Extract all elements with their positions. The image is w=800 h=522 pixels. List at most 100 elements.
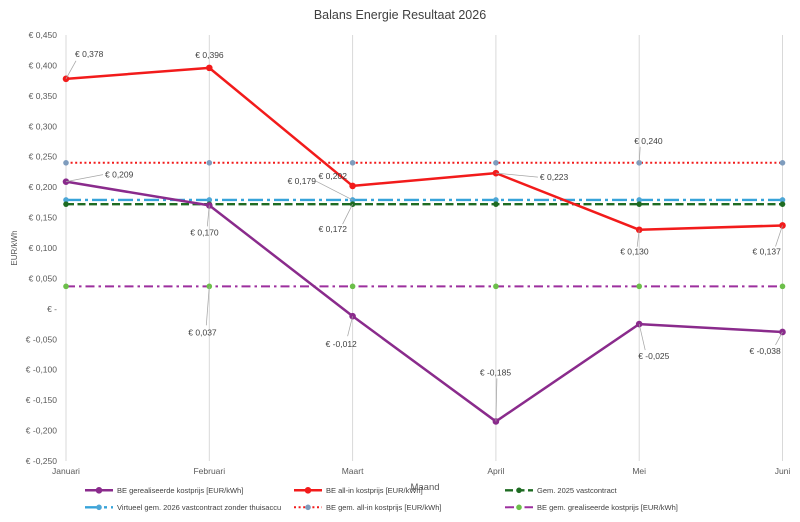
legend-label: Virtueel gem. 2026 vastcontract zonder t… <box>117 503 281 512</box>
data-label-leader-line <box>495 378 498 422</box>
series-1-line <box>65 66 783 231</box>
x-axis-title: Maand <box>410 482 439 493</box>
y-tick-label: € -0,050 <box>26 334 57 344</box>
series-3 <box>63 197 786 203</box>
series-3-point-1 <box>206 197 213 203</box>
legend-swatch-marker <box>516 487 522 494</box>
series-1-point-2 <box>349 182 356 190</box>
series-2-point-4 <box>636 201 642 207</box>
series-3-point-2 <box>349 197 356 203</box>
legend: BE gerealiseerde kostprijs [EUR/kWh] BE a… <box>85 486 678 512</box>
data-label-series-1-point-2: € 0,202 <box>319 171 348 181</box>
y-tick-label: € 0,100 <box>29 243 58 253</box>
legend-label: BE all-in kostprijs [EUR/kWh] <box>326 486 423 495</box>
y-axis-title: EUR/kWh <box>10 230 19 265</box>
data-label-series-1-point-5: € 0,137 <box>753 246 782 256</box>
data-label-series-1-point-1: € 0,396 <box>195 50 224 60</box>
chart-title: Balans Energie Resultaat 2026 <box>314 8 486 22</box>
y-axis-tick-labels: € 0,450 € 0,400 € 0,350 € 0,300 € 0,250 € 0,2… <box>26 30 57 466</box>
series-3-point-0 <box>63 197 69 203</box>
legend-swatch-marker <box>95 487 103 494</box>
series-4-point-3 <box>493 160 499 166</box>
data-label-series-0-point-2: € -0,012 <box>326 339 357 349</box>
y-tick-label: € - <box>47 304 57 314</box>
y-tick-label: € 0,150 <box>29 213 58 223</box>
x-tick-label: Mei <box>632 466 646 476</box>
series-4 <box>63 160 786 166</box>
y-tick-label: € 0,450 <box>29 30 58 40</box>
series-5-point-2 <box>349 283 356 290</box>
series-4-point-0 <box>63 160 69 166</box>
data-label-series-0-point-3: € -0,185 <box>480 367 511 377</box>
series-5 <box>63 283 786 290</box>
data-label-leader-line <box>636 229 640 247</box>
x-axis-tick-labels: Januari Februari Maart April Mei Juni <box>52 466 790 476</box>
y-tick-label: € 0,050 <box>29 273 58 283</box>
data-label-series-0-point-1: € 0,170 <box>190 227 219 237</box>
series-4-point-5 <box>779 160 786 166</box>
data-label-leader-line <box>775 225 783 247</box>
data-label-leader-line <box>205 286 210 326</box>
data-label-series-0-point-4: € -0,025 <box>638 351 669 361</box>
series-0-line <box>65 180 783 423</box>
legend-label: BE gem. grealiseerde kostprijs [EUR/kWh] <box>537 503 678 512</box>
legend-item-1: BE all-in kostprijs [EUR/kWh] <box>294 486 423 495</box>
series-layer <box>62 64 786 425</box>
data-label-leader-line <box>347 316 353 337</box>
series-3-point-4 <box>636 197 642 203</box>
data-label-leader-line <box>495 172 538 178</box>
data-label-series-1-point-3: € 0,223 <box>540 172 569 182</box>
legend-item-0: BE gerealiseerde kostprijs [EUR/kWh] <box>85 486 243 495</box>
legend-item-2: Gem. 2025 vastcontract <box>505 486 618 495</box>
data-label-leader-line <box>206 205 210 227</box>
series-5-point-3 <box>493 283 499 290</box>
series-2 <box>63 201 786 207</box>
x-tick-label: Juni <box>775 466 791 476</box>
y-tick-label: € 0,200 <box>29 182 58 192</box>
series-4-point-1 <box>206 160 213 166</box>
legend-swatch-marker <box>516 504 522 511</box>
data-label-series-1-point-0: € 0,378 <box>75 49 104 59</box>
x-tick-label: April <box>487 466 504 476</box>
data-label-series-0-point-5: € -0,038 <box>750 346 781 356</box>
y-tick-label: € -0,250 <box>26 456 57 466</box>
series-0 <box>62 178 786 425</box>
legend-swatch-marker <box>305 504 311 511</box>
y-tick-label: € 0,250 <box>29 152 58 162</box>
data-labels: € 0,209 € 0,170 € -0,012 € -0,185 € -0,025 € … <box>65 49 783 422</box>
series-2-point-3 <box>493 201 499 207</box>
y-tick-label: € -0,100 <box>26 365 57 375</box>
series-3-point-3 <box>493 197 499 203</box>
x-tick-label: Maart <box>342 466 364 476</box>
data-label-series-2-point-2: € 0,172 <box>319 224 348 234</box>
series-1-point-1 <box>206 64 213 72</box>
x-tick-label: Februari <box>193 466 225 476</box>
data-label-leader-line <box>638 323 646 351</box>
series-5-point-4 <box>636 283 642 290</box>
series-2-point-2 <box>349 201 356 207</box>
y-tick-label: € 0,300 <box>29 121 58 131</box>
data-label-series-4-point-4: € 0,240 <box>634 136 663 146</box>
data-label-leader-line <box>315 180 353 201</box>
legend-swatch-marker <box>304 487 312 494</box>
data-label-leader-line <box>775 331 783 346</box>
legend-label: Gem. 2025 vastcontract <box>537 486 618 495</box>
data-label-leader-line <box>65 174 104 183</box>
data-label-series-1-point-4: € 0,130 <box>620 247 649 257</box>
series-5-point-5 <box>779 283 786 290</box>
series-3-point-5 <box>779 197 786 203</box>
y-tick-label: € 0,400 <box>29 60 58 70</box>
legend-item-3: Virtueel gem. 2026 vastcontract zonder t… <box>85 503 281 512</box>
series-4-point-2 <box>349 160 356 166</box>
legend-item-4: BE gem. all-in kostprijs [EUR/kWh] <box>294 503 441 512</box>
y-tick-label: € 0,350 <box>29 91 58 101</box>
gridlines <box>65 35 783 461</box>
data-label-leader-line <box>638 146 641 163</box>
legend-label: BE gerealiseerde kostprijs [EUR/kWh] <box>117 486 243 495</box>
y-tick-label: € -0,150 <box>26 395 57 405</box>
data-label-leader-line <box>342 204 353 225</box>
legend-label: BE gem. all-in kostprijs [EUR/kWh] <box>326 503 441 512</box>
data-label-series-0-point-0: € 0,209 <box>105 170 134 180</box>
